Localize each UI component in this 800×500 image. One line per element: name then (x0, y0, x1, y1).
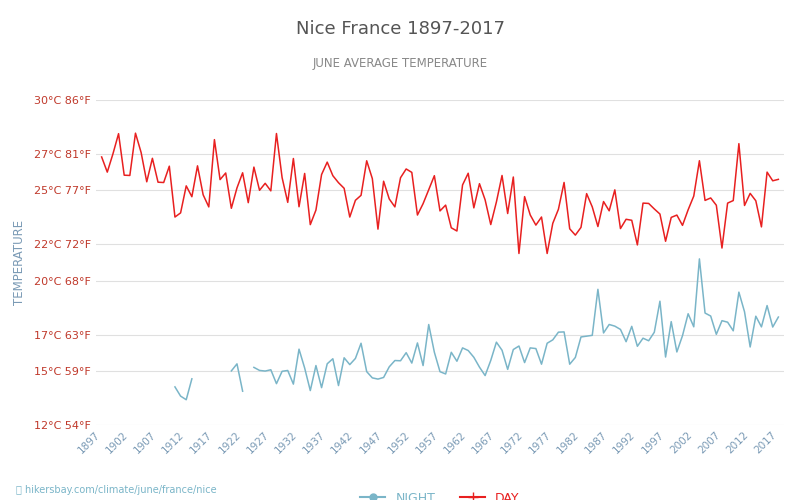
Text: Nice France 1897-2017: Nice France 1897-2017 (295, 20, 505, 38)
Y-axis label: TEMPERATURE: TEMPERATURE (13, 220, 26, 305)
Text: JUNE AVERAGE TEMPERATURE: JUNE AVERAGE TEMPERATURE (313, 58, 487, 70)
Text: ⌕ hikersbay.com/climate/june/france/nice: ⌕ hikersbay.com/climate/june/france/nice (16, 485, 217, 495)
Legend: NIGHT, DAY: NIGHT, DAY (355, 487, 525, 500)
